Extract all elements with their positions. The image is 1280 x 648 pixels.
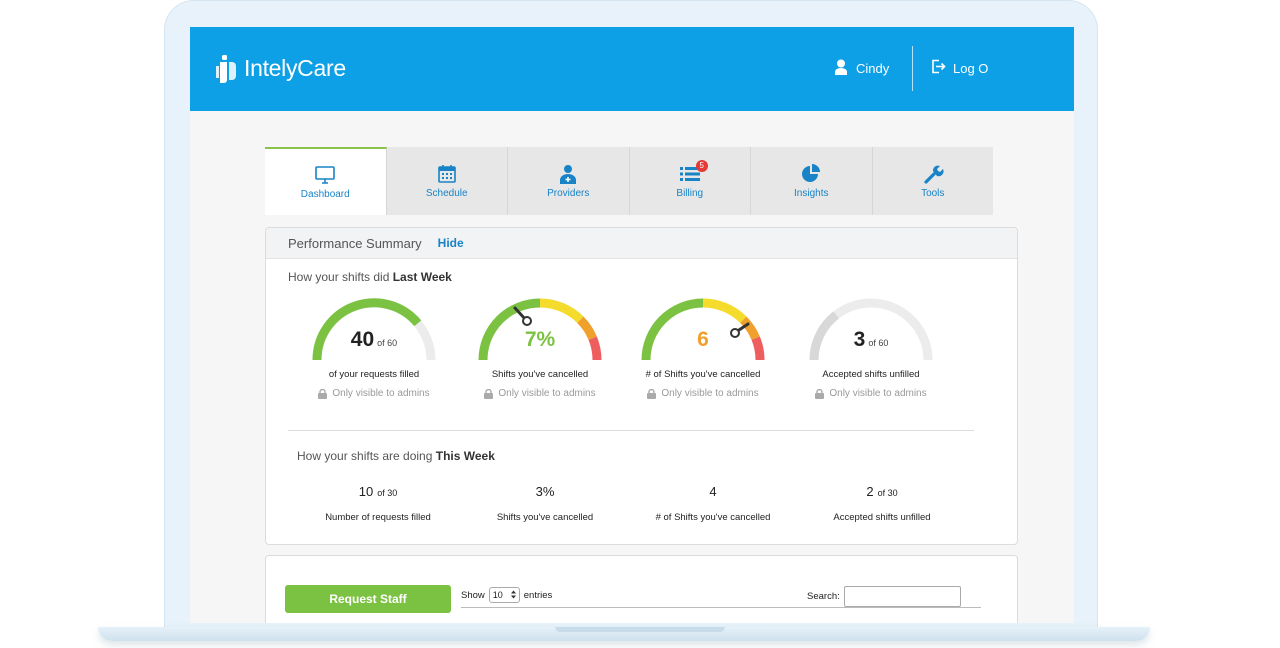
gauge-percent-cancelled: 7% Shifts you've cancelled Only visible … xyxy=(465,294,615,399)
gauge-chart xyxy=(312,298,436,361)
logo-text: IntelyCare xyxy=(244,54,346,81)
logo[interactable]: IntelyCare xyxy=(216,53,346,83)
user-name: Cindy xyxy=(856,61,890,76)
tab-schedule[interactable]: Schedule xyxy=(387,147,508,215)
stat-requests-filled: 10 of 30 Number of requests filled xyxy=(293,484,463,523)
gauge-shifts-cancelled: 6 # of Shifts you've cancelled Only visi… xyxy=(628,294,778,399)
gauge-label: of your requests filled xyxy=(328,369,420,380)
gauge-value: 7% xyxy=(524,328,556,351)
lock-icon xyxy=(815,388,825,399)
gauge-value: 6 xyxy=(697,328,709,351)
gauge-requests-filled: 40 of 60 of your requests filled Only vis… xyxy=(299,294,449,399)
gauge-chart xyxy=(809,298,933,361)
search-input[interactable] xyxy=(844,586,961,607)
tab-label: Schedule xyxy=(425,187,468,199)
stat-label: Shifts you've cancelled xyxy=(496,512,594,523)
list-icon: 5 xyxy=(679,159,708,184)
lock-icon xyxy=(647,388,657,399)
table-top-rule xyxy=(461,607,981,608)
stat-value: 2 of 30 xyxy=(866,484,898,499)
gauge-label: Shifts you've cancelled xyxy=(491,369,589,380)
stat-value: 3% xyxy=(535,484,555,499)
tab-label: Insights xyxy=(794,187,829,199)
stat-label: Number of requests filled xyxy=(325,512,431,523)
entries-select[interactable]: 10 xyxy=(488,587,520,603)
admin-only-note: Only visible to admins xyxy=(299,388,449,399)
main-nav-tabs: Dashboard Schedule Provider xyxy=(265,147,993,215)
shift-requests-card: Request Staff Show 10 entries Search: xyxy=(265,555,1018,623)
intelycare-logo-icon xyxy=(216,53,238,83)
tab-dashboard[interactable]: Dashboard xyxy=(265,147,387,215)
stat-value: 4 xyxy=(709,484,717,499)
tab-providers[interactable]: Providers xyxy=(508,147,630,215)
laptop-base xyxy=(98,627,1150,641)
stat-value: 10 of 30 xyxy=(358,484,398,499)
tab-label: Providers xyxy=(547,187,590,199)
show-label: Show xyxy=(461,589,485,601)
this-week-heading: How your shifts are doing This Week xyxy=(297,449,495,463)
gauge-value: 40 of 60 xyxy=(350,328,398,351)
app-screen: IntelyCare Cindy Log O xyxy=(190,27,1074,623)
tab-billing[interactable]: 5 Billing xyxy=(630,147,751,215)
stat-label: # of Shifts you've cancelled xyxy=(655,512,771,523)
logout-button[interactable]: Log O xyxy=(931,59,988,77)
stat-accepted-unfilled: 2 of 30 Accepted shifts unfilled xyxy=(797,484,967,523)
tab-label: Billing xyxy=(676,187,704,199)
logout-label: Log O xyxy=(953,60,989,76)
lock-icon xyxy=(484,388,494,399)
tab-tools[interactable]: Tools xyxy=(873,147,994,215)
stat-shifts-cancelled: 4 # of Shifts you've cancelled xyxy=(628,484,798,523)
gauge-label: Accepted shifts unfilled xyxy=(822,369,920,380)
monitor-icon xyxy=(314,165,336,185)
stat-percent-cancelled: 3% Shifts you've cancelled xyxy=(460,484,630,523)
search-label: Search: xyxy=(807,591,840,602)
spinner-arrows-icon xyxy=(510,590,516,601)
logout-icon xyxy=(931,59,946,77)
gauge-chart xyxy=(478,298,602,361)
performance-summary-header: Performance Summary Hide xyxy=(266,228,1017,259)
laptop-notch xyxy=(555,627,725,632)
gauge-accepted-unfilled: 3 of 60 Accepted shifts unfilled Only vis… xyxy=(796,294,946,399)
billing-badge: 5 xyxy=(695,159,708,172)
admin-only-note: Only visible to admins xyxy=(628,388,778,399)
performance-summary-card: Performance Summary Hide How your shifts… xyxy=(265,227,1018,545)
user-icon xyxy=(834,59,848,78)
pie-chart-icon xyxy=(800,163,822,184)
performance-summary-title: Performance Summary xyxy=(288,235,422,251)
stat-label: Accepted shifts unfilled xyxy=(833,512,931,523)
gauge-value: 3 of 60 xyxy=(853,328,889,351)
entries-label: entries xyxy=(523,589,553,601)
tab-label: Dashboard xyxy=(300,188,350,200)
nurse-icon xyxy=(557,164,579,184)
gauge-label: # of Shifts you've cancelled xyxy=(645,369,761,380)
entries-control: Show 10 entries xyxy=(461,587,552,603)
request-staff-button[interactable]: Request Staff xyxy=(285,585,451,613)
tab-label: Tools xyxy=(921,187,945,199)
user-menu[interactable]: Cindy xyxy=(834,59,889,78)
section-divider xyxy=(288,430,974,431)
admin-only-note: Only visible to admins xyxy=(465,388,615,399)
lock-icon xyxy=(318,388,328,399)
admin-only-note: Only visible to admins xyxy=(796,388,946,399)
calendar-icon xyxy=(436,164,458,184)
tab-insights[interactable]: Insights xyxy=(751,147,873,215)
wrench-icon xyxy=(922,164,944,184)
header-divider xyxy=(912,46,913,91)
last-week-heading: How your shifts did Last Week xyxy=(288,270,452,284)
gauge-chart xyxy=(641,298,765,361)
top-header: IntelyCare Cindy Log O xyxy=(190,27,1074,111)
hide-link[interactable]: Hide xyxy=(437,236,464,250)
